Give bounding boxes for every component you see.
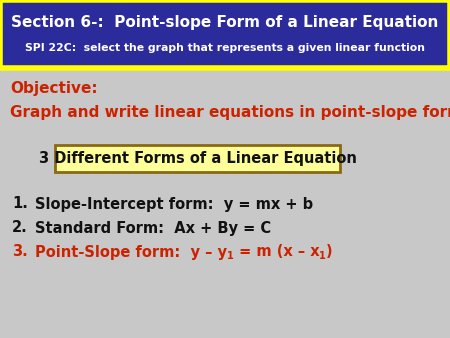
FancyBboxPatch shape	[55, 145, 340, 172]
Bar	[0, 0, 450, 68]
Text: Objective:: Objective:	[10, 80, 98, 96]
Text: 1.: 1.	[12, 196, 28, 212]
Text: 3.: 3.	[12, 244, 28, 260]
Text: 1: 1	[227, 251, 234, 261]
Text: 3 Different Forms of a Linear Equation: 3 Different Forms of a Linear Equation	[39, 151, 356, 166]
Text: Point-Slope form:  y – y: Point-Slope form: y – y	[35, 244, 227, 260]
Text: Standard Form:  Ax + By = C: Standard Form: Ax + By = C	[35, 220, 271, 236]
Text: Slope-Intercept form:  y = mx + b: Slope-Intercept form: y = mx + b	[35, 196, 313, 212]
Text: = m (x – x: = m (x – x	[234, 244, 320, 260]
Text: 1: 1	[320, 251, 326, 261]
Text: ): )	[326, 244, 333, 260]
Text: SPI 22C:  select the graph that represents a given linear function: SPI 22C: select the graph that represent…	[25, 43, 425, 53]
Text: Section 6-:  Point-slope Form of a Linear Equation: Section 6-: Point-slope Form of a Linear…	[11, 15, 439, 29]
Text: 2.: 2.	[12, 220, 28, 236]
Text: Graph and write linear equations in point-slope form: Graph and write linear equations in poin…	[10, 104, 450, 120]
